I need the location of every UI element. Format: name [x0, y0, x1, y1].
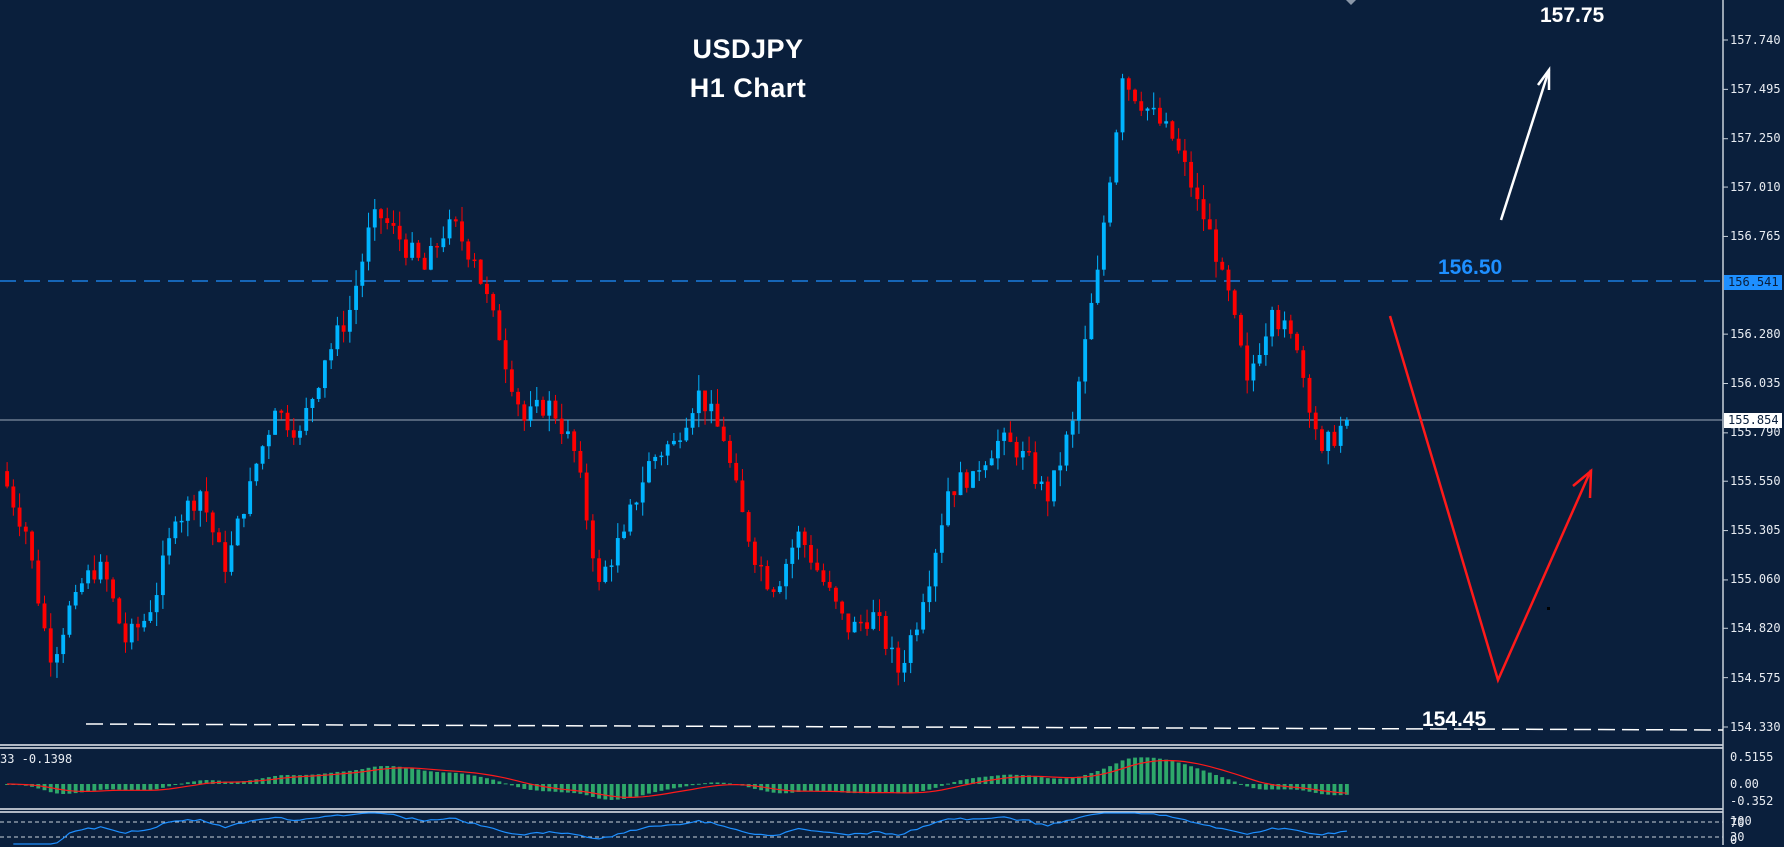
macd-tick-low: -0.352 — [1730, 794, 1774, 808]
current-price-tag: 155.854 — [1724, 413, 1782, 428]
rsi-tick-100: 100 — [1730, 814, 1752, 828]
price-tick: 155.305 — [1730, 523, 1781, 537]
price-tick: 156.035 — [1730, 376, 1781, 390]
resistance-label: 156.50 — [1438, 256, 1503, 279]
rsi-tick-30: 30 — [1730, 830, 1745, 844]
price-tick: 154.330 — [1730, 720, 1781, 734]
rsi-tick-70: 70 — [1730, 816, 1745, 830]
support-line — [85, 723, 1724, 731]
price-tick: 156.280 — [1730, 327, 1781, 341]
price-tick: 155.550 — [1730, 474, 1781, 488]
price-tick: 156.765 — [1730, 229, 1781, 243]
candlestick-series — [5, 73, 1349, 686]
chart-title: USDJPY — [692, 34, 804, 64]
price-tick: 157.740 — [1730, 33, 1781, 47]
macd-signal-line — [7, 759, 1347, 799]
macd-histogram — [5, 757, 1349, 800]
rsi-line — [13, 812, 1347, 845]
price-tick: 157.495 — [1730, 82, 1781, 96]
price-tick: 154.575 — [1730, 671, 1781, 685]
resistance-price-tag: 156.541 — [1724, 275, 1782, 290]
rsi-tick-0: 0 — [1730, 833, 1738, 847]
target-high-label: 157.75 — [1540, 4, 1605, 27]
support-label: 154.45 — [1422, 708, 1487, 731]
price-tick: 154.820 — [1730, 621, 1781, 635]
macd-tick-zero: 0.00 — [1730, 777, 1759, 791]
macd-values-label: 33 -0.1398 — [0, 752, 73, 766]
price-tick: 157.010 — [1730, 180, 1781, 194]
chart-subtitle: H1 Chart — [689, 73, 807, 103]
target-arrow-icon — [1499, 66, 1551, 221]
price-tick: 155.060 — [1730, 572, 1781, 586]
macd-tick-high: 0.5155 — [1730, 750, 1774, 764]
price-tick: 157.250 — [1730, 131, 1781, 145]
projection-path-icon — [1388, 315, 1593, 684]
price-tick: 155.790 — [1730, 425, 1781, 439]
